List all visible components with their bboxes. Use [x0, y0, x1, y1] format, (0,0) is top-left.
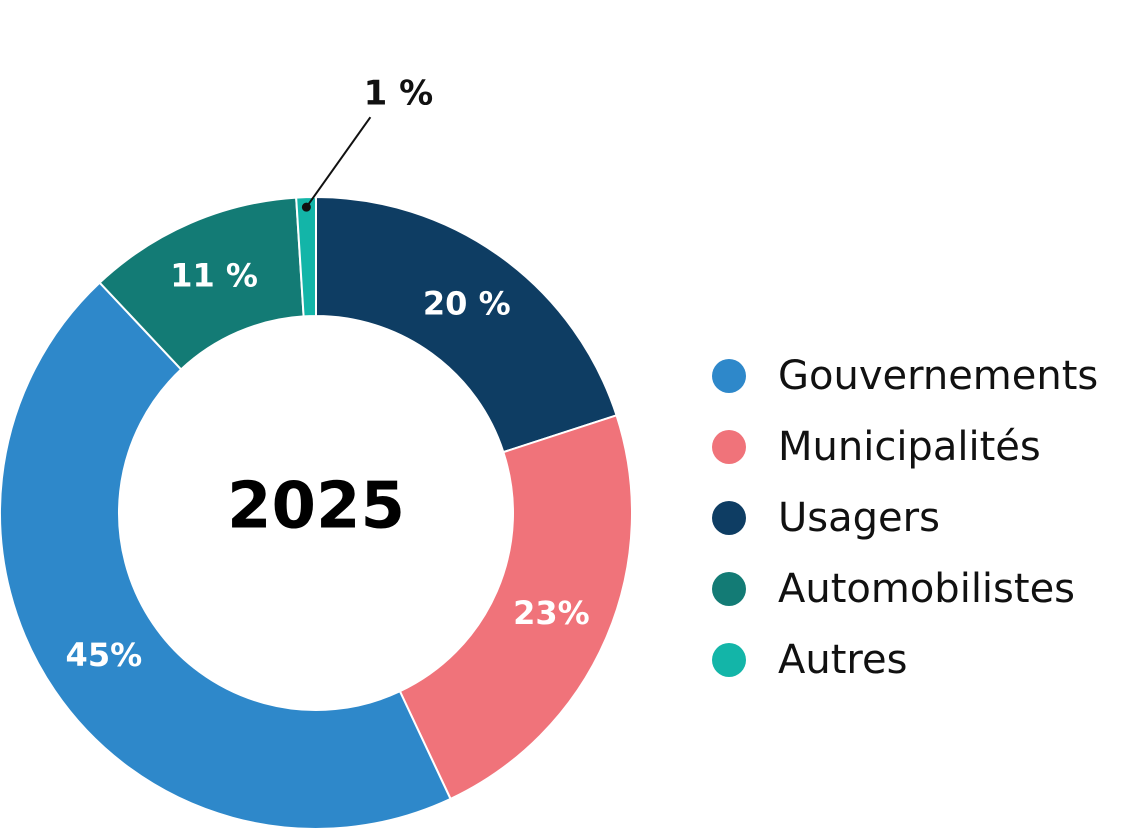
legend-label: Automobilistes — [778, 565, 1076, 612]
slice-label-gouvernements: 45% — [66, 636, 143, 674]
slice-municipalites — [398, 414, 633, 801]
donut-slices — [0, 195, 633, 830]
legend: Gouvernements Municipalités Usagers Auto… — [712, 340, 1140, 695]
slice-label-autres: 1 % — [364, 74, 434, 114]
legend-label: Usagers — [778, 494, 940, 541]
legend-item-gouvernements: Gouvernements — [712, 340, 1140, 411]
callout-leader — [301, 116, 372, 212]
legend-item-municipalites: Municipalités — [712, 411, 1140, 482]
slice-autres — [295, 195, 317, 318]
slice-usagers — [315, 195, 618, 454]
slice-label-usagers: 20 % — [423, 284, 511, 322]
slice-gouvernements — [0, 281, 452, 830]
legend-item-autres: Autres — [712, 624, 1140, 695]
legend-label: Municipalités — [778, 423, 1041, 470]
legend-swatch — [712, 500, 746, 535]
legend-swatch — [712, 358, 746, 393]
callout-line — [305, 116, 372, 208]
legend-swatch — [712, 429, 746, 464]
legend-swatch — [712, 571, 746, 606]
legend-swatch — [712, 642, 746, 677]
legend-item-automobilistes: Automobilistes — [712, 553, 1140, 624]
slice-labels: 20 % 23% 45% 11 % 1 % — [66, 74, 590, 675]
center-year-label: 2025 — [227, 470, 405, 544]
slice-label-municipalites: 23% — [513, 594, 590, 632]
legend-item-usagers: Usagers — [712, 482, 1140, 553]
slice-label-automobilistes: 11 % — [170, 257, 258, 295]
legend-label: Gouvernements — [778, 352, 1099, 399]
legend-label: Autres — [778, 636, 908, 683]
